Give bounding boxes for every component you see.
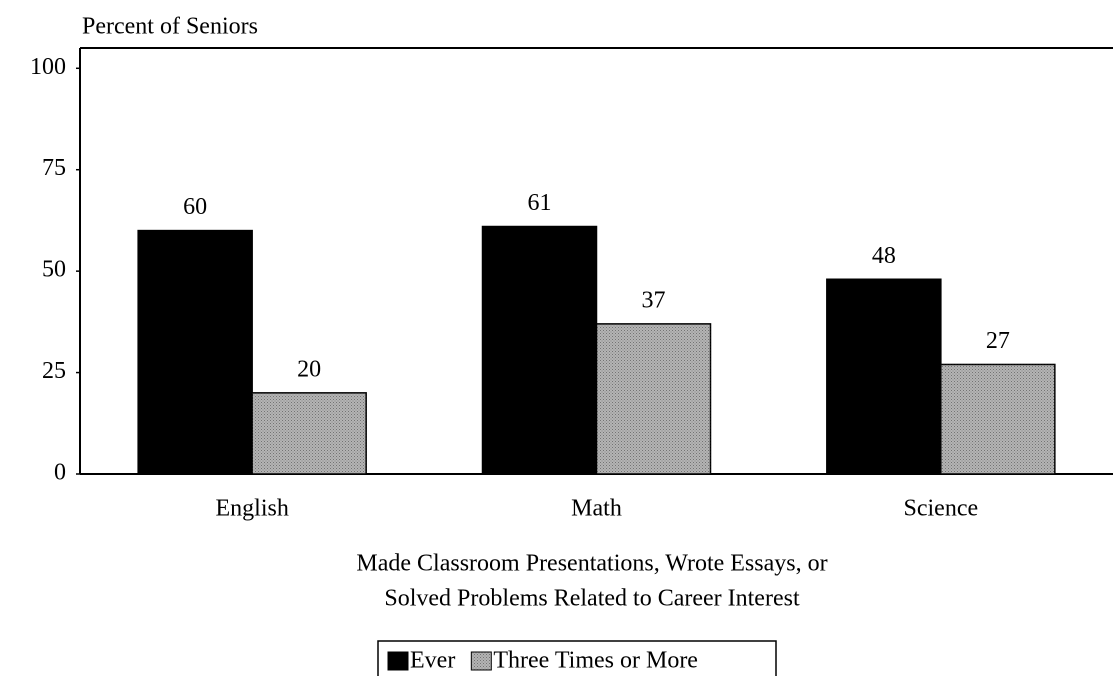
bar <box>826 278 942 475</box>
y-tick-label: 25 <box>42 358 66 384</box>
legend-label: Three Times or More <box>493 648 698 674</box>
y-tick-label: 0 <box>54 460 66 486</box>
x-axis-title: Solved Problems Related to Career Intere… <box>384 586 800 612</box>
value-label: 20 <box>297 356 321 382</box>
bar <box>137 229 253 475</box>
bar <box>940 363 1056 475</box>
bar <box>481 225 598 475</box>
y-tick-label: 50 <box>42 257 66 283</box>
x-tick-label: Math <box>571 496 622 522</box>
y-tick-label: 75 <box>42 155 66 181</box>
bar <box>595 323 712 475</box>
value-label: 61 <box>528 190 552 216</box>
legend-box <box>377 640 777 676</box>
value-label: 60 <box>183 194 207 220</box>
bar <box>251 392 367 475</box>
legend-swatch <box>387 651 409 671</box>
value-label: 27 <box>986 328 1010 354</box>
x-tick-label: Science <box>904 496 979 522</box>
y-tick-label: 100 <box>30 54 66 80</box>
value-label: 37 <box>642 287 666 313</box>
legend-label: Ever <box>410 648 455 674</box>
x-axis-title: Made Classroom Presentations, Wrote Essa… <box>356 551 827 577</box>
y-axis-title: Percent of Seniors <box>82 14 258 40</box>
legend-swatch-texture <box>471 652 492 670</box>
value-label: 48 <box>872 243 896 269</box>
x-tick-label: English <box>215 496 288 522</box>
